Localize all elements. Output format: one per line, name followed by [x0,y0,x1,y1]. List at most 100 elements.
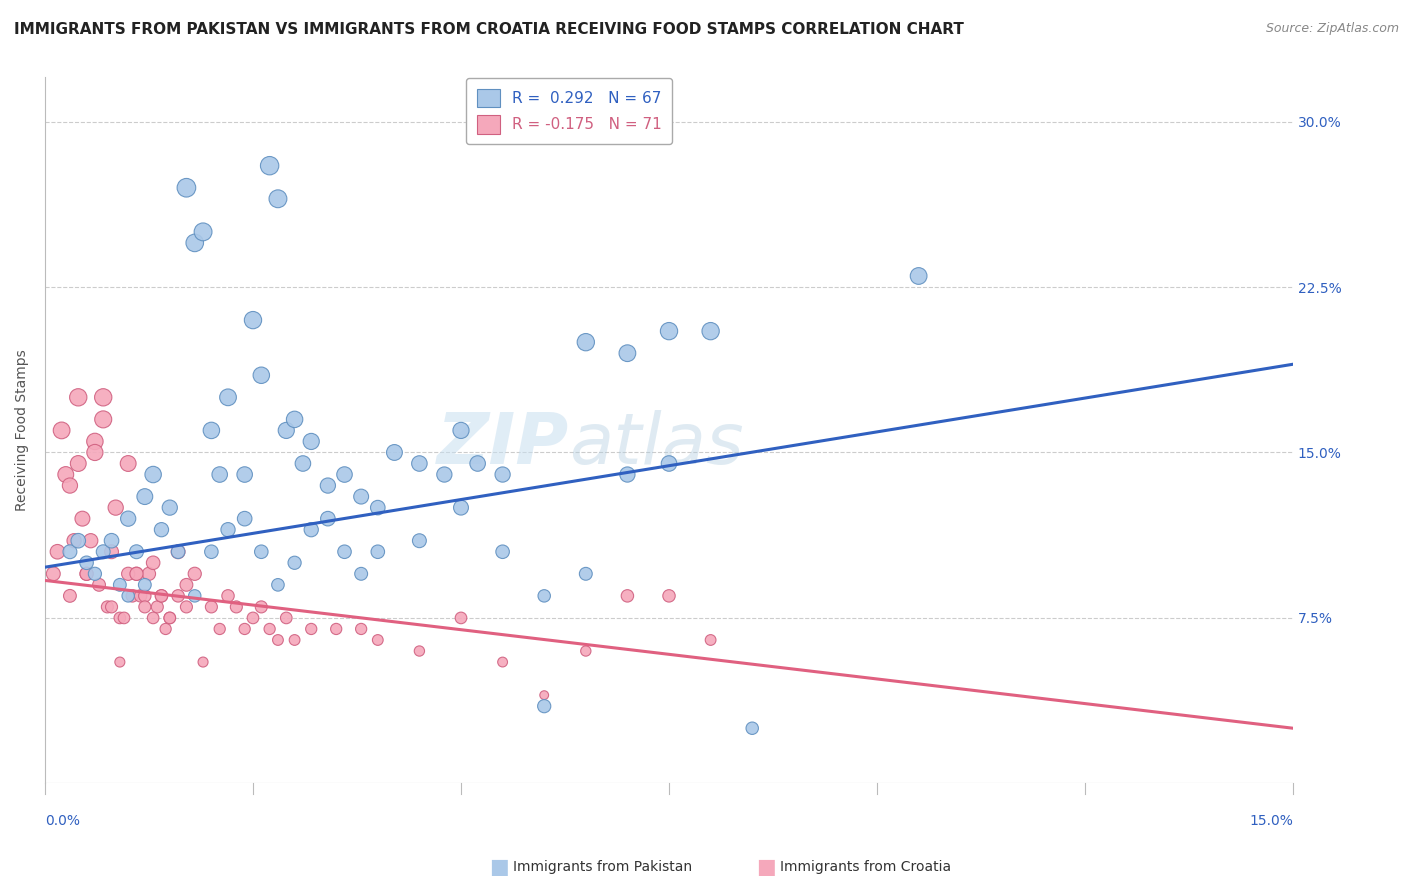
Point [100,533,122,548]
Point [233,622,256,636]
Point [51,424,73,438]
Point [200,599,222,614]
Point [491,545,513,559]
Point [699,632,721,647]
Point [142,611,165,625]
Point [217,390,239,404]
Point [658,457,681,471]
Point [225,599,247,614]
Point [191,225,214,239]
Point [276,424,298,438]
Legend: R =  0.292   N = 67, R = -0.175   N = 71: R = 0.292 N = 67, R = -0.175 N = 71 [465,78,672,145]
Point [91,390,114,404]
Point [208,467,231,482]
Point [100,599,122,614]
Point [350,490,373,504]
Point [46,545,69,559]
Point [217,589,239,603]
Point [276,611,298,625]
Point [125,566,148,581]
Point [83,445,105,459]
Point [433,467,456,482]
Point [184,566,207,581]
Point [142,556,165,570]
Point [121,589,143,603]
Point [267,578,290,592]
Point [59,545,82,559]
Point [741,721,763,735]
Point [491,655,513,669]
Point [284,632,307,647]
Text: Immigrants from Croatia: Immigrants from Croatia [780,860,952,874]
Point [208,622,231,636]
Point [699,324,721,338]
Point [117,511,139,525]
Point [575,644,598,658]
Point [575,335,598,350]
Point [150,589,173,603]
Point [117,566,139,581]
Point [658,324,681,338]
Point [59,478,82,492]
Point [83,434,105,449]
Point [191,655,214,669]
Point [491,467,513,482]
Point [616,589,638,603]
Point [408,457,430,471]
Point [408,533,430,548]
Point [76,566,98,581]
Point [134,599,156,614]
Point [284,556,307,570]
Point [108,578,131,592]
Point [67,457,90,471]
Point [184,235,207,250]
Point [907,268,929,283]
Point [267,192,290,206]
Point [200,545,222,559]
Point [117,589,139,603]
Point [450,500,472,515]
Point [367,545,389,559]
Point [142,467,165,482]
Point [67,390,90,404]
Point [217,523,239,537]
Point [250,545,273,559]
Point [134,578,156,592]
Point [134,589,156,603]
Point [112,611,135,625]
Text: Source: ZipAtlas.com: Source: ZipAtlas.com [1265,22,1399,36]
Point [350,566,373,581]
Text: ■: ■ [756,857,776,877]
Point [176,599,198,614]
Point [91,412,114,426]
Point [333,545,356,559]
Point [55,467,77,482]
Point [242,313,264,327]
Point [533,699,555,714]
Text: Immigrants from Pakistan: Immigrants from Pakistan [513,860,692,874]
Point [267,632,290,647]
Point [316,478,339,492]
Text: atlas: atlas [569,410,744,479]
Point [159,611,181,625]
Text: ■: ■ [489,857,509,877]
Point [96,599,118,614]
Point [384,445,406,459]
Point [575,566,598,581]
Point [59,589,82,603]
Point [242,611,264,625]
Point [658,589,681,603]
Point [250,599,273,614]
Point [450,424,472,438]
Point [333,467,356,482]
Point [350,622,373,636]
Point [150,589,173,603]
Point [76,556,98,570]
Point [125,545,148,559]
Point [408,644,430,658]
Point [159,500,181,515]
Point [104,500,127,515]
Point [184,589,207,603]
Point [117,457,139,471]
Point [233,511,256,525]
